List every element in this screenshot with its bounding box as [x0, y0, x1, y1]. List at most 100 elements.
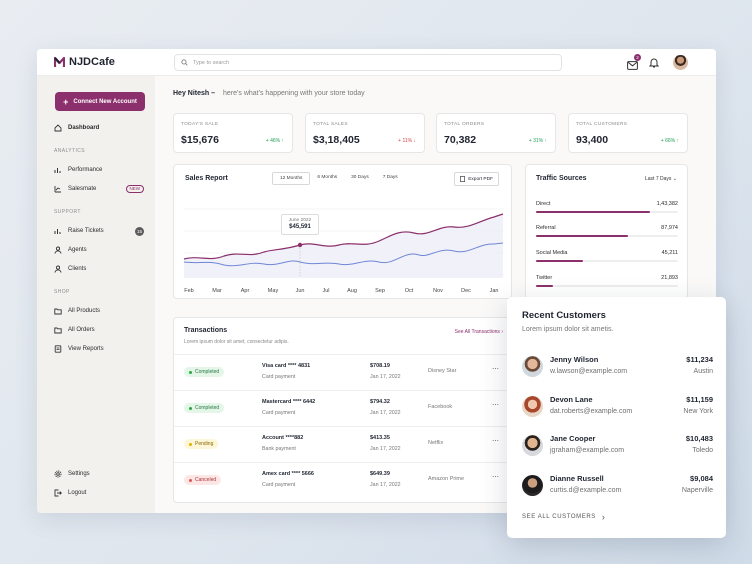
transactions-title: Transactions	[184, 327, 228, 334]
search-input[interactable]	[193, 59, 553, 66]
avatar	[522, 435, 543, 456]
tooltip-value: $45,591	[289, 224, 311, 230]
source-bar-fill	[536, 211, 650, 213]
range-7-days[interactable]: 7 Days	[382, 175, 398, 180]
table-row[interactable]: Canceled Amex card **** 5666 Card paymen…	[174, 462, 513, 498]
range-12-months[interactable]: 12 Months	[272, 172, 311, 185]
stat-change: + 11% ↓	[398, 138, 416, 144]
more-options-icon[interactable]: ⋯	[492, 366, 499, 373]
sidebar-item-label: Dashboard	[68, 125, 100, 131]
tooltip-date: June 2022	[288, 218, 312, 223]
source-bar	[536, 260, 678, 262]
customer-name: Jane Cooper	[550, 434, 596, 443]
status-label: Completed	[195, 405, 220, 411]
folder-icon	[54, 307, 62, 315]
search-box[interactable]	[174, 54, 562, 71]
app-logo[interactable]: NJDCafe	[54, 56, 115, 68]
mail-button[interactable]: 2	[627, 53, 641, 70]
sidebar-item-clients[interactable]: Clients	[54, 263, 144, 275]
traffic-range-dropdown[interactable]: Last 7 Days ⌄	[645, 176, 677, 182]
main-content: Hey Nitesh – here's what's happening wit…	[155, 76, 716, 513]
sidebar-item-label: Logout	[68, 490, 87, 496]
bar-chart-icon	[54, 227, 62, 235]
card-name: Mastercard **** 6442	[262, 399, 316, 405]
date: Jan 17, 2022	[370, 410, 401, 416]
source-name: Referral	[536, 225, 556, 231]
x-tick-label: Feb	[184, 288, 194, 294]
status-badge: Completed	[184, 367, 225, 377]
see-all-customers-link[interactable]: SEE ALL CUSTOMERS ›	[522, 513, 606, 522]
bar-chart-icon	[54, 166, 62, 174]
table-row[interactable]: Pending Account ****882 Bank payment $41…	[174, 426, 513, 462]
see-all-transactions-link[interactable]: See All Transactions ›	[455, 329, 503, 335]
sidebar-item-agents[interactable]: Agents	[54, 244, 144, 256]
amount: $708.19	[370, 363, 390, 369]
logout-icon	[54, 489, 62, 497]
sidebar: + Connect New Account Dashboard ANALYTIC…	[37, 76, 155, 513]
export-pdf-button[interactable]: Export PDF	[454, 172, 499, 186]
customer-row[interactable]: Jane Cooper jgraham@example.com $10,483 …	[522, 432, 713, 462]
source-name: Social Media	[536, 250, 568, 256]
payment-type: Card payment	[262, 410, 296, 416]
customer-row[interactable]: Dianne Russell curtis.d@example.com $9,0…	[522, 472, 713, 502]
stat-change: + 46% ↑	[265, 138, 284, 144]
amount: $794.32	[370, 399, 390, 405]
mail-icon	[627, 60, 638, 70]
stat-label: TOTAL ORDERS	[444, 122, 485, 127]
x-tick-label: Jun	[295, 288, 305, 294]
sidebar-item-all-orders[interactable]: All Orders	[54, 324, 144, 336]
sidebar-item-label: Clients	[68, 266, 87, 272]
x-tick-label: Oct	[404, 288, 414, 294]
merchant: Netflix	[428, 440, 444, 446]
customer-amount: $9,084	[690, 474, 713, 483]
sidebar-item-salesmate[interactable]: Salesmate NEW	[54, 183, 144, 195]
range-6-months[interactable]: 6 Months	[317, 175, 338, 180]
gear-icon	[54, 470, 62, 478]
status-badge: Canceled	[184, 475, 222, 485]
x-tick-label: Sep	[375, 288, 385, 294]
x-tick-label: Nov	[433, 288, 443, 294]
status-label: Completed	[195, 369, 220, 375]
sidebar-item-logout[interactable]: Logout	[54, 487, 144, 499]
stat-card-total-orders: TOTAL ORDERS 70,382 + 31% ↑	[436, 113, 556, 153]
sidebar-item-view-reports[interactable]: View Reports	[54, 343, 144, 355]
status-badge: Pending	[184, 439, 219, 449]
sidebar-item-raise-tickets[interactable]: Raise Tickets 15	[54, 225, 144, 237]
more-options-icon[interactable]: ⋯	[492, 402, 499, 409]
sidebar-item-all-products[interactable]: All Products	[54, 305, 144, 317]
table-row[interactable]: Completed Visa card **** 4831 Card payme…	[174, 354, 513, 390]
more-options-icon[interactable]: ⋯	[492, 474, 499, 481]
sales-line-chart	[183, 208, 504, 278]
user-avatar[interactable]	[673, 55, 688, 70]
sidebar-item-label: Agents	[68, 247, 87, 253]
customer-city: Naperville	[681, 487, 713, 494]
traffic-source-social-media: Social Media 45,211	[536, 250, 678, 262]
source-bar-fill	[536, 285, 554, 287]
customer-row[interactable]: Jenny Wilson w.lawson@example.com $11,23…	[522, 353, 713, 383]
customer-name: Dianne Russell	[550, 474, 604, 483]
traffic-range-label: Last 7 Days	[645, 176, 672, 182]
bell-icon[interactable]	[649, 57, 659, 68]
connect-new-account-button[interactable]: + Connect New Account	[55, 92, 145, 111]
merchant: Disney Star	[428, 368, 457, 374]
customer-row[interactable]: Devon Lane dat.roberts@example.com $11,1…	[522, 393, 713, 423]
greeting-name: Hey Nitesh –	[173, 90, 216, 97]
table-row[interactable]: Completed Mastercard **** 6442 Card paym…	[174, 390, 513, 426]
customer-amount: $11,159	[686, 395, 713, 404]
x-tick-label: May	[267, 288, 279, 294]
tooltip-marker	[297, 242, 303, 248]
sales-area	[184, 214, 503, 278]
status-badge: Completed	[184, 403, 225, 413]
sales-line-secondary	[183, 242, 504, 267]
sidebar-item-performance[interactable]: Performance	[54, 164, 144, 176]
customer-email: w.lawson@example.com	[550, 368, 628, 375]
stat-value: 70,382	[444, 134, 477, 146]
sidebar-item-dashboard[interactable]: Dashboard	[54, 122, 144, 134]
more-options-icon[interactable]: ⋯	[492, 438, 499, 445]
logo-icon	[54, 56, 65, 67]
date: Jan 17, 2022	[370, 482, 401, 488]
avatar	[522, 475, 543, 496]
range-30-days[interactable]: 30 Days	[351, 175, 369, 180]
traffic-title: Traffic Sources	[536, 175, 587, 182]
sidebar-item-settings[interactable]: Settings	[54, 468, 144, 480]
